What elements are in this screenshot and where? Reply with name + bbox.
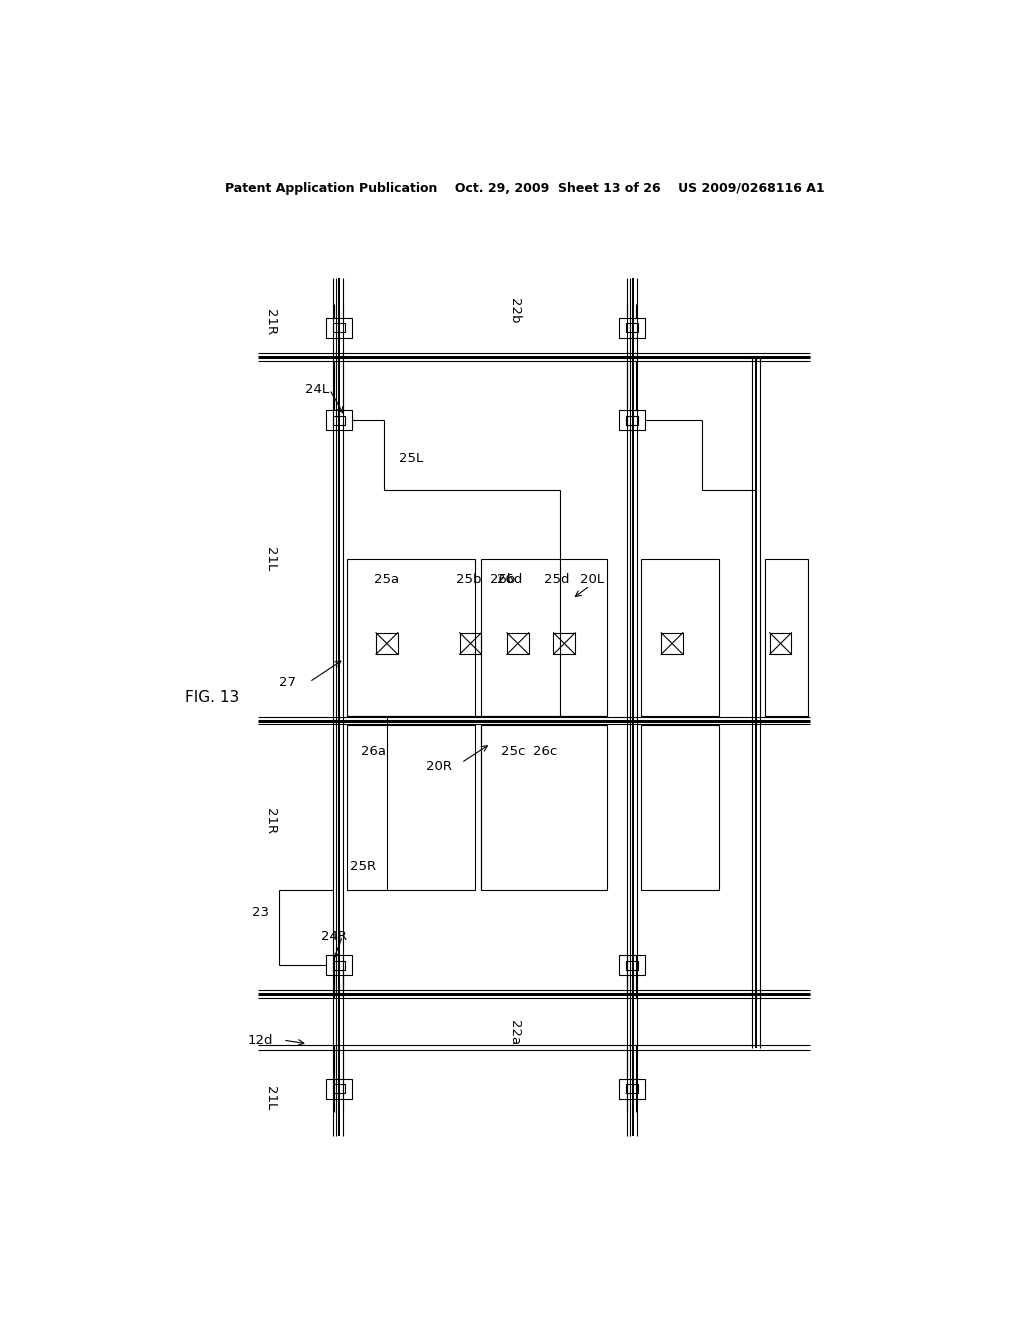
Bar <box>333 323 345 333</box>
Text: FIG. 13: FIG. 13 <box>184 690 239 705</box>
Text: 25b: 25b <box>457 573 481 586</box>
Bar <box>481 725 607 890</box>
Bar <box>765 558 808 715</box>
Text: 24L: 24L <box>305 383 330 396</box>
Bar <box>346 725 475 890</box>
Bar <box>460 632 481 655</box>
Text: 20R: 20R <box>426 760 452 774</box>
Text: 24R: 24R <box>321 929 346 942</box>
Bar <box>662 632 683 655</box>
Text: Patent Application Publication    Oct. 29, 2009  Sheet 13 of 26    US 2009/02681: Patent Application Publication Oct. 29, … <box>225 182 824 194</box>
Bar <box>641 558 719 715</box>
Bar <box>618 411 645 430</box>
Bar <box>333 961 345 970</box>
Bar <box>626 1084 638 1093</box>
Bar <box>770 632 792 655</box>
Text: 25c: 25c <box>501 744 525 758</box>
Text: 23: 23 <box>252 907 269 920</box>
Bar <box>507 632 528 655</box>
Text: 26d: 26d <box>498 573 523 586</box>
Text: 21R: 21R <box>264 309 276 335</box>
Bar <box>326 318 352 338</box>
Text: 25L: 25L <box>399 453 424 465</box>
Bar <box>626 416 638 425</box>
Bar <box>481 558 607 715</box>
Bar <box>376 632 397 655</box>
Text: 21R: 21R <box>264 808 276 834</box>
Text: 27: 27 <box>280 676 296 689</box>
Text: 21L: 21L <box>264 546 276 572</box>
Bar <box>326 1078 352 1098</box>
Text: 25a: 25a <box>375 573 399 586</box>
Bar <box>618 318 645 338</box>
Text: 22b: 22b <box>508 298 521 323</box>
Text: 25R: 25R <box>350 861 377 874</box>
Text: 12d: 12d <box>248 1034 273 1047</box>
Text: 26a: 26a <box>361 744 386 758</box>
Text: 20L: 20L <box>580 573 604 586</box>
Bar <box>346 558 475 715</box>
Bar <box>326 411 352 430</box>
Bar <box>618 1078 645 1098</box>
Text: 26c: 26c <box>534 744 558 758</box>
Bar <box>333 416 345 425</box>
Bar <box>626 323 638 333</box>
Bar <box>333 1084 345 1093</box>
Text: 26b: 26b <box>489 573 515 586</box>
Bar <box>554 632 575 655</box>
Bar <box>626 961 638 970</box>
Bar <box>326 956 352 975</box>
Bar <box>641 725 719 890</box>
Text: 22a: 22a <box>508 1020 521 1045</box>
Bar <box>618 956 645 975</box>
Text: 21L: 21L <box>264 1085 276 1110</box>
Text: 25d: 25d <box>544 573 569 586</box>
